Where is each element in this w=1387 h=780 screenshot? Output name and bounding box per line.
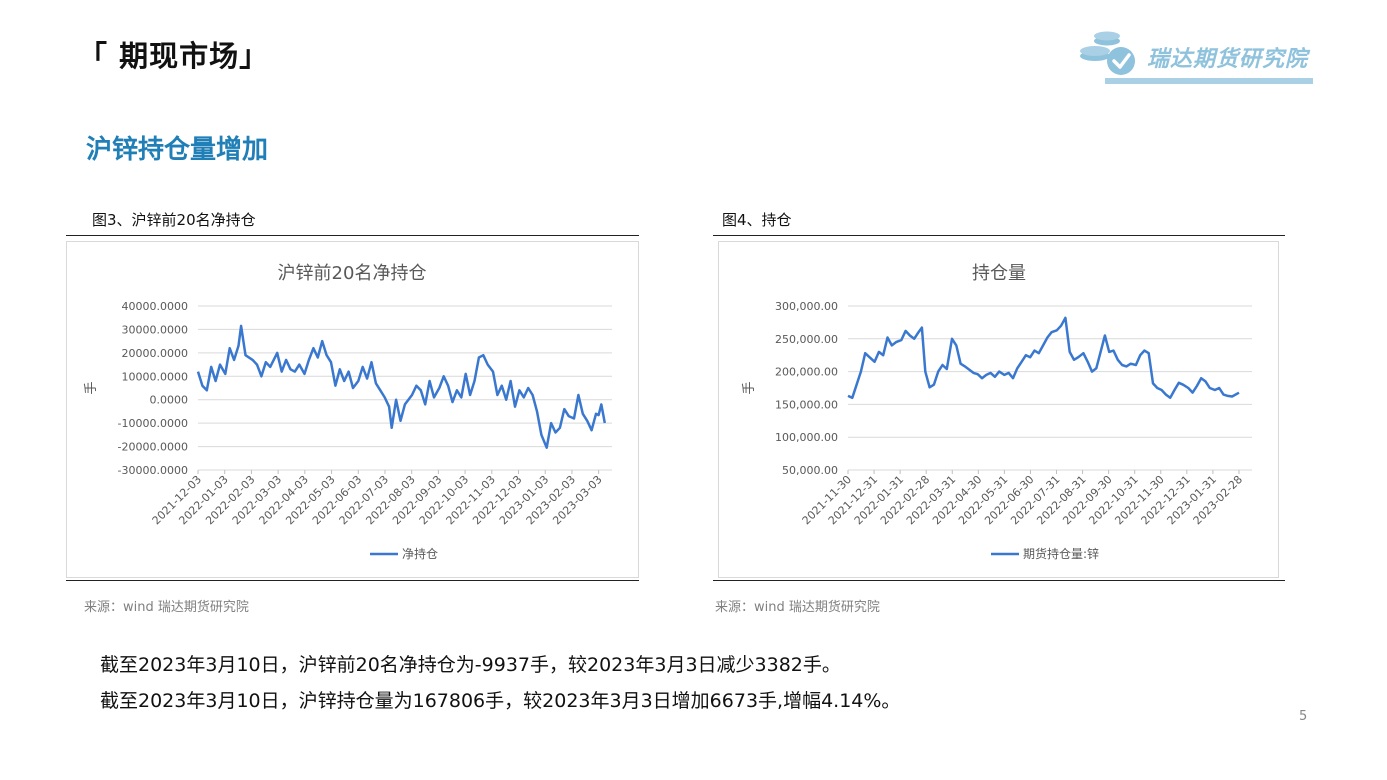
right-bottom-rule bbox=[713, 580, 1285, 581]
slide-title: 「 期现市场」 bbox=[78, 39, 270, 73]
right-source-note: 来源：wind 瑞达期货研究院 bbox=[715, 600, 880, 615]
y-tick-label: 10000.0000 bbox=[122, 370, 188, 383]
left-chart-frame: 沪锌前20名净持仓手 40000.0000 30000.0000 20000.0000… bbox=[66, 241, 639, 578]
series-line bbox=[847, 316, 1240, 400]
y-tick-label: 250,000.00 bbox=[775, 333, 838, 346]
logo-text: 瑞达期货研究院 bbox=[1147, 47, 1309, 72]
chart-title: 持仓量 bbox=[972, 263, 1026, 284]
y-tick-label: 150,000.00 bbox=[775, 398, 838, 411]
logo-underline bbox=[1105, 78, 1313, 84]
y-tick-label: 30000.0000 bbox=[122, 323, 188, 336]
page-number: 5 bbox=[1299, 709, 1308, 724]
y-tick-label: 200,000.00 bbox=[775, 366, 838, 379]
y-tick-label: -10000.0000 bbox=[118, 417, 188, 430]
summary-line-net-position: 截至2023年3月10日，沪锌前20名净持仓为-9937手，较2023年3月3日… bbox=[100, 654, 841, 676]
section-heading: 沪锌持仓量增加 bbox=[86, 135, 269, 165]
right-chart-frame: 持仓量手 300,000.00 250,000.00 200,000.00 150,00… bbox=[718, 241, 1279, 578]
coins-icon bbox=[1080, 31, 1135, 75]
right-figure-caption: 图4、持仓 bbox=[722, 211, 792, 229]
y-tick-label: -30000.0000 bbox=[118, 464, 188, 477]
y-tick-label: 40000.0000 bbox=[122, 300, 188, 313]
right-caption-rule bbox=[713, 235, 1285, 236]
legend-label: 期货持仓量:锌 bbox=[1023, 546, 1099, 561]
chart-title: 沪锌前20名净持仓 bbox=[278, 263, 427, 284]
y-tick-label: 50,000.00 bbox=[782, 464, 838, 477]
left-bottom-rule bbox=[66, 580, 639, 581]
y-tick-label: 100,000.00 bbox=[775, 431, 838, 444]
y-axis-label: 手 bbox=[84, 381, 99, 394]
y-tick-label: -20000.0000 bbox=[118, 441, 188, 454]
y-tick-label: 0.0000 bbox=[150, 394, 189, 407]
legend-label: 净持仓 bbox=[402, 546, 438, 561]
series-line bbox=[196, 324, 607, 449]
company-logo: 瑞达期货研究院 bbox=[1075, 27, 1315, 87]
summary-line-open-interest: 截至2023年3月10日，沪锌持仓量为167806手，较2023年3月3日增加6… bbox=[100, 690, 901, 712]
y-axis-label: 手 bbox=[742, 381, 757, 394]
left-figure-caption: 图3、沪锌前20名净持仓 bbox=[92, 211, 256, 229]
y-tick-label: 20000.0000 bbox=[122, 347, 188, 360]
left-caption-rule bbox=[66, 235, 639, 236]
left-source-note: 来源：wind 瑞达期货研究院 bbox=[84, 600, 249, 615]
y-tick-label: 300,000.00 bbox=[775, 300, 838, 313]
